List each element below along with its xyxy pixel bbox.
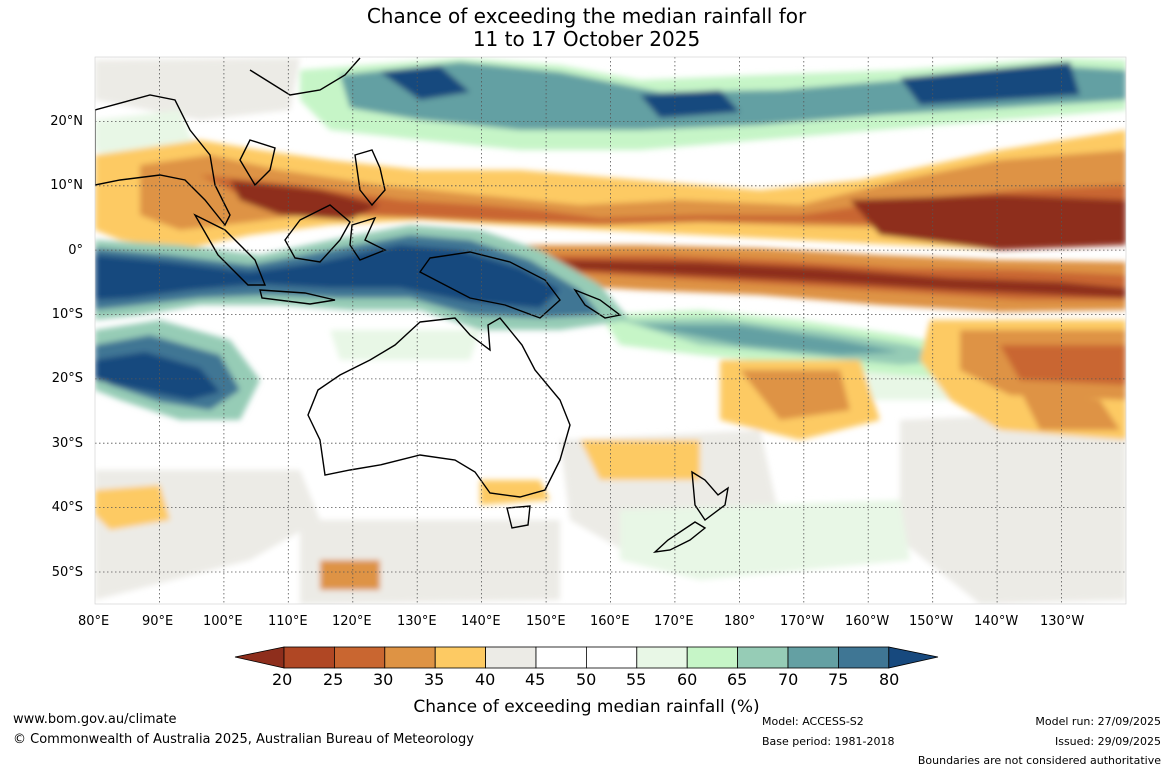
dry-spot xyxy=(1020,390,1120,430)
colorbar-tick-label: 65 xyxy=(727,670,748,689)
colorbar-tick-label: 75 xyxy=(828,670,849,689)
lat-tick-label: 20°S xyxy=(51,371,83,386)
colorbar-swatch xyxy=(384,646,436,669)
colorbar-tick-label: 55 xyxy=(626,670,647,689)
colorbar-swatch xyxy=(333,646,386,669)
lat-tick-label: 10°N xyxy=(50,178,83,193)
colorbar-tick-label: 20 xyxy=(272,670,293,689)
model-name: Model: ACCESS-S2 xyxy=(762,715,864,728)
new-guinea-coast xyxy=(418,251,561,319)
lon-tick-label: 110°E xyxy=(268,614,308,629)
tasmania-coast xyxy=(506,505,531,529)
java-coast xyxy=(259,289,336,305)
lat-tick-label: 30°S xyxy=(51,436,83,451)
lon-tick-label: 140°E xyxy=(461,614,501,629)
colorbar-swatch xyxy=(434,646,487,669)
borneo-coast xyxy=(284,204,351,263)
colorbar-swatch xyxy=(586,646,638,669)
lon-tick-label: 150°W xyxy=(909,614,954,629)
boundaries-disclaimer: Boundaries are not considered authoritat… xyxy=(917,754,1161,767)
colorbar-tick-label: 80 xyxy=(879,670,900,689)
map-title-line-1: Chance of exceeding the median rainfall … xyxy=(366,4,807,28)
grey-patch xyxy=(95,58,300,120)
philippines-coast xyxy=(354,149,386,207)
base-period: Base period: 1981-2018 xyxy=(762,735,895,748)
indochina-coast xyxy=(239,139,276,187)
website-link[interactable]: www.bom.gov.au/climate xyxy=(13,712,177,727)
copyright-notice: © Commonwealth of Australia 2025, Austra… xyxy=(13,732,474,747)
lat-tick-label: 40°S xyxy=(51,500,83,515)
lon-tick-label: 170°E xyxy=(654,614,694,629)
dry-spot xyxy=(320,560,380,590)
lon-tick-label: 130°W xyxy=(1040,614,1085,629)
light-green-patch xyxy=(620,500,910,580)
lat-tick-label: 20°N xyxy=(50,114,83,129)
lat-tick-label: 0° xyxy=(68,243,83,258)
light-green-patch xyxy=(330,330,480,360)
china-coast xyxy=(249,57,361,96)
rainfall-field xyxy=(95,57,1126,604)
colorbar-tick-label: 45 xyxy=(525,670,546,689)
colorbar-swatch xyxy=(737,646,789,669)
lat-tick-label: 10°S xyxy=(51,307,83,322)
dry-spot xyxy=(480,480,550,505)
coastlines xyxy=(95,57,729,553)
colorbar-tick-label: 35 xyxy=(424,670,445,689)
lon-tick-label: 160°W xyxy=(845,614,890,629)
australia-coast xyxy=(307,317,571,498)
colorbar xyxy=(234,646,939,669)
lon-tick-label: 140°W xyxy=(974,614,1019,629)
new-zealand-north-coast xyxy=(691,470,729,522)
lon-tick-label: 80°E xyxy=(78,614,110,629)
issued-date: Issued: 29/09/2025 xyxy=(1054,735,1161,748)
solomon-islands-coast xyxy=(573,288,622,319)
colorbar-low-arrow xyxy=(234,646,285,669)
colorbar-tick-label: 30 xyxy=(373,670,394,689)
colorbar-swatch xyxy=(636,646,688,669)
mainland-southeast-asia-coast xyxy=(95,94,231,227)
lon-tick-label: 90°E xyxy=(142,614,174,629)
colorbar-swatch xyxy=(787,646,839,669)
colorbar-tick-label: 25 xyxy=(323,670,344,689)
lon-tick-label: 170°W xyxy=(780,614,825,629)
lon-tick-label: 120°E xyxy=(332,614,372,629)
lon-tick-label: 180° xyxy=(724,614,756,629)
colorbar-swatch xyxy=(686,646,739,669)
colorbar-swatch xyxy=(535,646,587,669)
lon-tick-label: 100°E xyxy=(203,614,243,629)
graticule xyxy=(95,57,1126,604)
lon-tick-label: 130°E xyxy=(397,614,437,629)
sulawesi-coast xyxy=(349,216,387,261)
colorbar-title: Chance of exceeding median rainfall (%) xyxy=(413,697,760,717)
colorbar-high-arrow xyxy=(888,646,939,669)
colorbar-tick-label: 70 xyxy=(778,670,799,689)
lon-tick-label: 150°E xyxy=(526,614,566,629)
new-zealand-south-coast xyxy=(652,521,707,553)
colorbar-swatch xyxy=(485,646,537,669)
sumatra-coast xyxy=(193,213,267,286)
colorbar-swatch xyxy=(283,646,335,669)
colorbar-tick-label: 50 xyxy=(576,670,597,689)
model-run-date: Model run: 27/09/2025 xyxy=(1035,715,1161,728)
lon-tick-label: 160°E xyxy=(590,614,630,629)
lat-tick-label: 50°S xyxy=(51,565,83,580)
colorbar-swatch xyxy=(838,646,890,669)
grey-patch xyxy=(900,410,1126,604)
colorbar-tick-label: 60 xyxy=(677,670,698,689)
colorbar-tick-label: 40 xyxy=(475,670,496,689)
map-frame xyxy=(94,56,1127,605)
map-title-line-2: 11 to 17 October 2025 xyxy=(472,27,701,51)
